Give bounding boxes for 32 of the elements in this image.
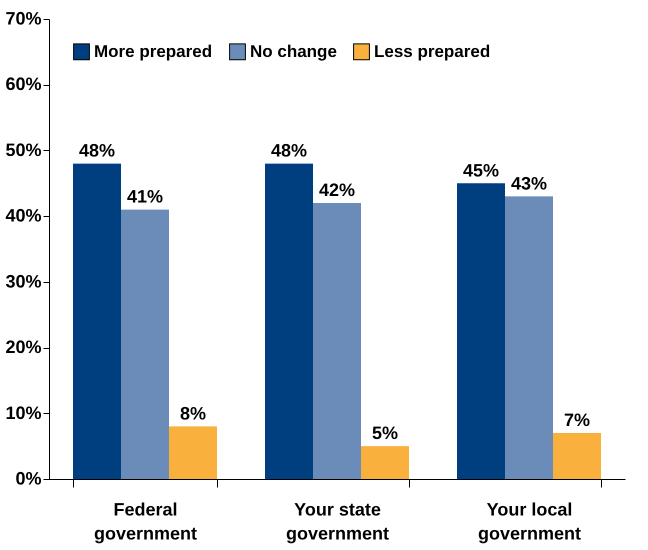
y-tick-label: 50% [5, 140, 42, 160]
y-tick-label: 20% [5, 337, 42, 358]
y-tick-label: 60% [5, 74, 42, 94]
data-label: 43% [510, 173, 548, 194]
legend-label: More prepared [94, 42, 212, 61]
y-tick-label: 70% [5, 8, 42, 28]
data-label: 48% [270, 140, 308, 161]
data-label: 48% [78, 140, 116, 161]
bar [553, 433, 601, 479]
legend-label: No change [250, 42, 337, 61]
y-tick-label: 30% [5, 271, 42, 292]
data-label: 8% [180, 403, 206, 424]
x-tick-label: Your state government [286, 500, 390, 544]
x-tick-label: Federal government [94, 500, 198, 544]
data-label: 5% [372, 423, 398, 444]
bar [265, 164, 313, 479]
y-tick-label: 0% [15, 468, 42, 488]
bar [505, 196, 553, 479]
data-label: 41% [126, 186, 164, 207]
x-tick-label: Your local government [478, 500, 582, 544]
legend-label: Less prepared [374, 42, 490, 61]
data-label: 7% [564, 410, 590, 430]
y-tick-label: 10% [5, 402, 42, 423]
bar [313, 203, 361, 479]
bar [457, 183, 505, 479]
y-tick-label: 40% [5, 206, 42, 226]
data-label: 45% [462, 160, 500, 180]
bar [73, 164, 121, 479]
bar [361, 446, 409, 479]
data-label: 42% [318, 180, 356, 200]
bar [121, 210, 169, 479]
bar [169, 426, 217, 479]
